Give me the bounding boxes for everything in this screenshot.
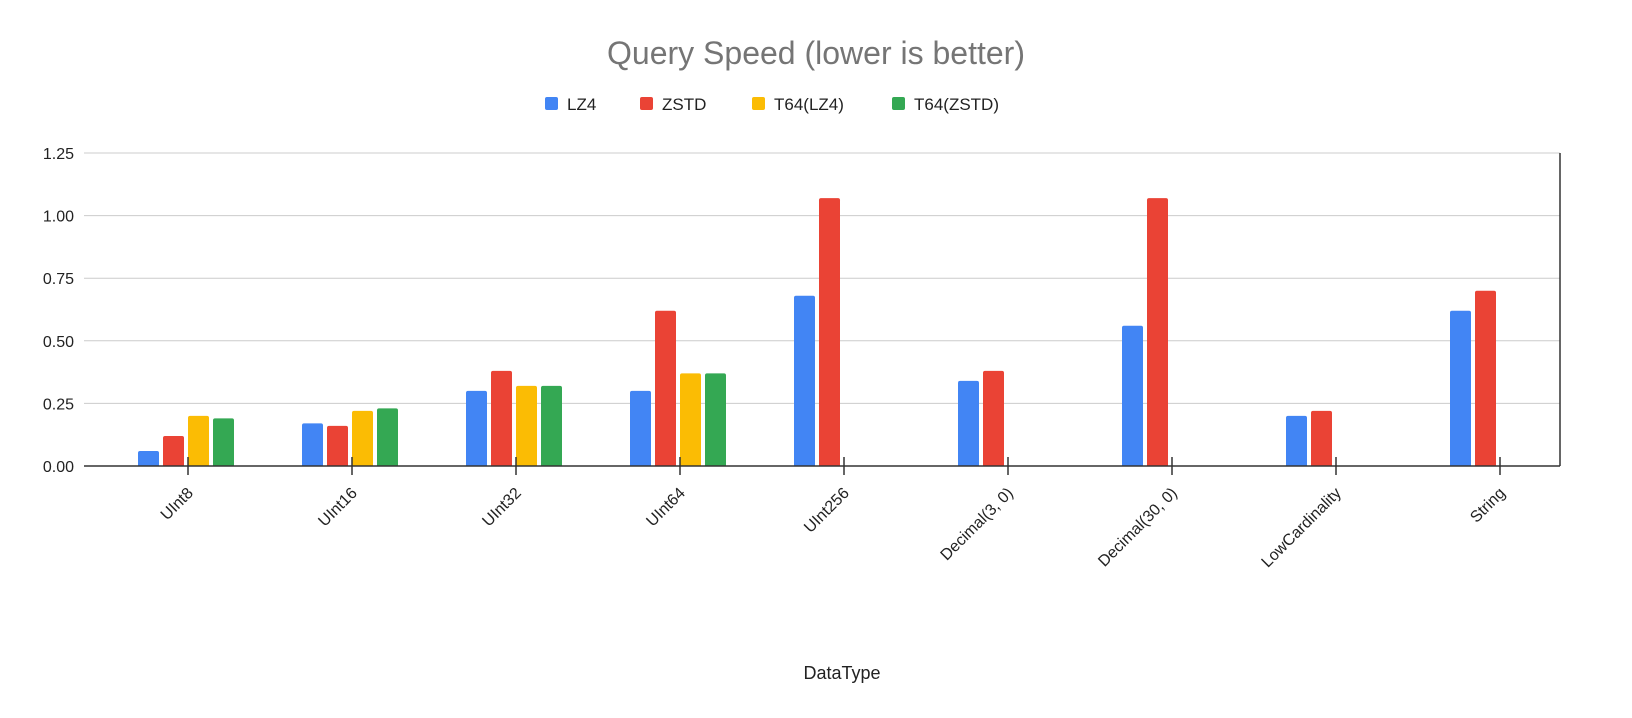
chart-title: Query Speed (lower is better) bbox=[607, 35, 1025, 71]
bar-t64-lz4-1 bbox=[352, 410, 373, 466]
legend-label: T64(LZ4) bbox=[774, 95, 844, 114]
bar-zstd-1 bbox=[327, 425, 348, 466]
bar-lz4-4 bbox=[794, 295, 815, 466]
bar-zstd-3 bbox=[655, 310, 676, 466]
legend-label: T64(ZSTD) bbox=[914, 95, 999, 114]
axes bbox=[84, 153, 1561, 467]
bar-t64-lz4-3 bbox=[680, 373, 701, 466]
bar-lz4-5 bbox=[958, 380, 979, 466]
bar-lz4-1 bbox=[302, 423, 323, 466]
x-tick-label: Decimal(3, 0) bbox=[938, 485, 1017, 564]
bar-zstd-4 bbox=[819, 198, 840, 466]
y-axis-ticks: 0.00 0.25 0.50 0.75 1.00 1.25 bbox=[43, 146, 74, 476]
y-tick-label: 0.75 bbox=[43, 271, 74, 288]
bar-lz4-6 bbox=[1122, 325, 1143, 466]
y-tick-label: 0.25 bbox=[43, 396, 74, 413]
bar-lz4-3 bbox=[630, 390, 651, 466]
x-tick-label: String bbox=[1467, 485, 1509, 527]
bar-lz4-8 bbox=[1450, 310, 1471, 466]
legend-swatch bbox=[892, 97, 905, 110]
legend: LZ4 ZSTD T64(LZ4) T64(ZSTD) bbox=[545, 95, 999, 114]
bar-t64-zstd-3 bbox=[705, 373, 726, 466]
bar-zstd-8 bbox=[1475, 290, 1496, 466]
bars bbox=[138, 198, 1496, 466]
x-axis-ticks: UInt8 UInt16 UInt32 UInt64 UInt256 Decimal(3,… bbox=[158, 457, 1509, 571]
legend-label: LZ4 bbox=[567, 95, 596, 114]
y-tick-label: 1.00 bbox=[43, 209, 74, 226]
x-axis-title: DataType bbox=[803, 663, 880, 683]
bar-zstd-0 bbox=[163, 435, 184, 466]
bar-zstd-7 bbox=[1311, 410, 1332, 466]
bar-t64-zstd-0 bbox=[213, 418, 234, 466]
bar-t64-lz4-0 bbox=[188, 415, 209, 466]
bar-zstd-6 bbox=[1147, 198, 1168, 466]
bar-lz4-7 bbox=[1286, 415, 1307, 466]
y-tick-label: 1.25 bbox=[43, 146, 74, 163]
x-tick-label: UInt256 bbox=[801, 485, 853, 537]
bar-t64-zstd-2 bbox=[541, 385, 562, 466]
x-tick-label: UInt64 bbox=[643, 485, 688, 530]
bar-lz4-2 bbox=[466, 390, 487, 466]
legend-swatch bbox=[545, 97, 558, 110]
x-tick-label: UInt32 bbox=[479, 485, 524, 530]
x-tick-label: UInt16 bbox=[315, 485, 360, 530]
legend-swatch bbox=[640, 97, 653, 110]
y-tick-label: 0.00 bbox=[43, 459, 74, 476]
y-tick-label: 0.50 bbox=[43, 334, 74, 351]
x-tick-label: UInt8 bbox=[158, 485, 197, 524]
bar-zstd-2 bbox=[491, 370, 512, 466]
bar-lz4-0 bbox=[138, 450, 159, 466]
legend-label: ZSTD bbox=[662, 95, 706, 114]
bar-t64-zstd-1 bbox=[377, 408, 398, 466]
bar-t64-lz4-2 bbox=[516, 385, 537, 466]
legend-swatch bbox=[752, 97, 765, 110]
x-tick-label: LowCardinality bbox=[1259, 485, 1345, 571]
bar-zstd-5 bbox=[983, 370, 1004, 466]
x-tick-label: Decimal(30, 0) bbox=[1095, 485, 1181, 571]
